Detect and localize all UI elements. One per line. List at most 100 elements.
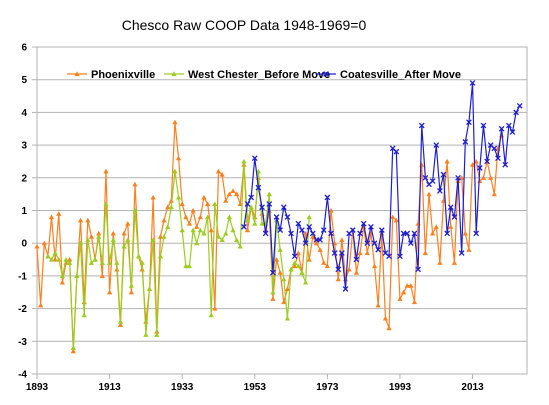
data-point <box>495 155 501 162</box>
data-point <box>52 256 58 262</box>
data-point <box>219 237 225 243</box>
data-point <box>299 227 305 233</box>
y-tick-label: 1 <box>21 206 27 217</box>
data-point <box>349 227 356 233</box>
data-point <box>128 283 134 288</box>
series-line <box>36 121 503 352</box>
x-tick-label: 1933 <box>171 382 194 393</box>
data-point <box>484 158 490 165</box>
data-point <box>117 319 124 324</box>
data-point <box>339 237 345 243</box>
data-point <box>103 168 109 174</box>
data-point <box>437 188 443 194</box>
data-point <box>462 138 469 145</box>
data-point <box>146 286 153 292</box>
data-point <box>509 129 516 135</box>
data-point <box>411 230 418 237</box>
data-point <box>59 279 66 285</box>
data-point <box>288 266 294 272</box>
data-point <box>280 204 287 211</box>
data-point <box>462 230 468 236</box>
data-point <box>360 220 367 227</box>
data-point <box>208 312 214 318</box>
data-point <box>99 260 105 265</box>
data-point <box>251 155 258 162</box>
legend-marker <box>323 71 329 77</box>
legend-marker <box>74 71 80 77</box>
data-point <box>368 223 374 230</box>
data-point <box>288 230 294 237</box>
data-point <box>70 345 76 350</box>
x-tick-label: 1893 <box>26 382 49 393</box>
data-point <box>491 145 498 152</box>
data-point <box>197 227 203 233</box>
data-point <box>357 230 363 237</box>
data-point <box>88 260 95 265</box>
data-point <box>201 230 207 236</box>
legend-item-1: West Chester_Before Move <box>164 69 330 81</box>
data-point <box>230 227 236 233</box>
legend-label: Phoenixville <box>91 69 155 81</box>
data-point <box>197 214 203 220</box>
data-point <box>407 240 414 247</box>
data-point <box>404 283 410 288</box>
data-point <box>393 217 399 223</box>
data-point <box>433 142 440 148</box>
series-line <box>243 82 521 290</box>
data-point <box>45 253 51 259</box>
data-point <box>201 194 207 200</box>
data-point <box>277 270 283 275</box>
data-point <box>455 174 461 181</box>
y-tick-label: -3 <box>18 337 27 348</box>
data-point <box>397 296 403 301</box>
data-point <box>415 266 421 273</box>
data-point <box>190 207 196 213</box>
data-point <box>335 266 342 273</box>
data-point <box>411 299 418 305</box>
data-point <box>157 234 164 239</box>
data-point <box>458 250 465 256</box>
data-point <box>393 148 400 155</box>
data-point <box>132 207 138 213</box>
data-point <box>476 165 483 171</box>
data-point <box>339 250 345 256</box>
legend-item-0: Phoenixville <box>67 69 155 81</box>
data-point <box>255 184 262 191</box>
data-point <box>77 217 84 223</box>
data-point <box>183 263 189 269</box>
data-point <box>331 250 338 256</box>
data-point <box>505 122 512 129</box>
data-point <box>295 263 301 269</box>
data-point <box>179 201 185 207</box>
data-point <box>223 230 229 236</box>
data-point <box>186 220 193 226</box>
data-point <box>306 256 312 262</box>
data-point <box>121 230 127 236</box>
data-point <box>273 256 280 262</box>
data-point <box>248 194 255 201</box>
legend-label: West Chester_Before Move <box>188 69 330 81</box>
data-point <box>299 270 305 275</box>
data-point <box>397 253 403 260</box>
data-point <box>215 234 222 239</box>
data-point <box>96 234 102 239</box>
legend-label: Coatesville_After Move <box>340 69 461 81</box>
data-point <box>204 214 211 220</box>
data-point <box>154 332 160 337</box>
data-point <box>284 286 291 292</box>
data-point <box>230 188 236 193</box>
data-point <box>226 214 232 220</box>
data-point <box>92 256 98 262</box>
data-point <box>234 237 240 243</box>
data-point <box>136 253 142 259</box>
data-point <box>85 217 91 223</box>
data-point <box>150 237 156 243</box>
data-point <box>378 227 385 233</box>
data-point <box>317 237 323 243</box>
data-point <box>480 175 487 180</box>
data-point <box>364 240 371 247</box>
data-point <box>371 263 378 269</box>
data-point <box>328 207 334 213</box>
data-point <box>444 158 450 164</box>
